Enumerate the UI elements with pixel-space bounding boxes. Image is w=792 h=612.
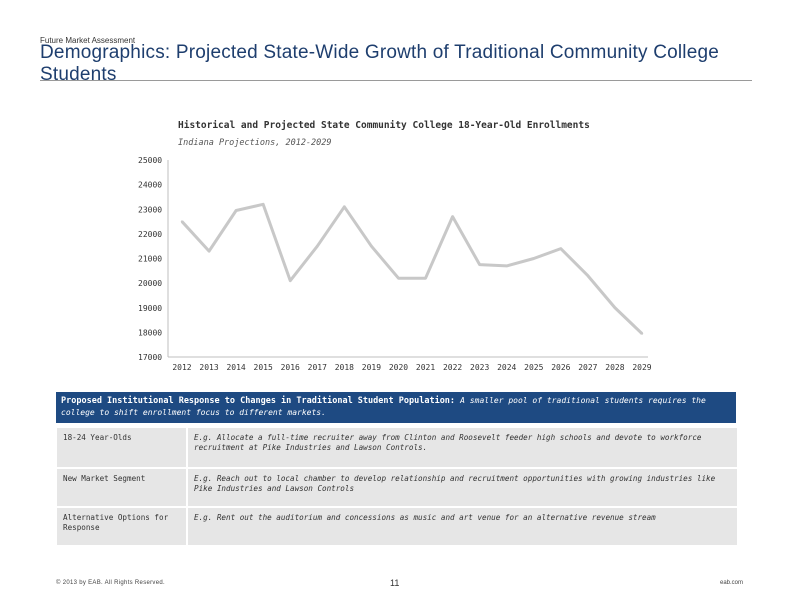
y-tick-label: 17000 xyxy=(138,353,162,362)
enrollment-line-chart: 25000 24000 23000 22000 21000 20000 19000 18000… xyxy=(138,156,652,372)
table-row: Alternative Options for Response E.g. Re… xyxy=(57,508,737,545)
data-point xyxy=(559,247,563,250)
eyebrow-label: Future Market Assessment xyxy=(40,36,136,45)
data-point xyxy=(586,274,590,277)
data-point xyxy=(343,205,346,208)
response-banner: Proposed Institutional Response to Chang… xyxy=(56,392,736,423)
y-tick-label: 18000 xyxy=(138,328,162,337)
y-tick-label: 20000 xyxy=(138,279,162,288)
x-tick-label: 2021 xyxy=(416,363,435,372)
y-tick-label: 22000 xyxy=(138,230,162,239)
x-tick-label: 2020 xyxy=(389,363,408,372)
x-tick-label: 2029 xyxy=(632,363,651,372)
title-divider xyxy=(40,80,752,81)
x-tick-label: 2014 xyxy=(226,363,245,372)
banner-lead: Proposed Institutional Response to Chang… xyxy=(61,396,456,406)
x-tick-label: 2012 xyxy=(172,363,191,372)
response-table: 18-24 Year-Olds E.g. Allocate a full-tim… xyxy=(55,426,739,547)
data-point xyxy=(613,306,617,309)
x-tick-label: 2024 xyxy=(497,363,516,372)
x-tick-label: 2028 xyxy=(605,363,624,372)
y-tick-label: 24000 xyxy=(138,181,162,190)
y-tick-label: 19000 xyxy=(138,304,162,313)
row-text: E.g. Allocate a full-time recruiter away… xyxy=(188,428,737,467)
row-label: 18-24 Year-Olds xyxy=(57,428,186,467)
chart-subtitle: Indiana Projections, 2012-2029 xyxy=(178,138,332,148)
data-point xyxy=(397,277,400,280)
x-tick-label: 2017 xyxy=(308,363,327,372)
row-label: Alternative Options for Response xyxy=(57,508,186,545)
data-point xyxy=(261,203,265,206)
x-tick-label: 2026 xyxy=(551,363,570,372)
series-line xyxy=(180,202,644,335)
x-tick-label: 2016 xyxy=(281,363,300,372)
table-row: New Market Segment E.g. Reach out to loc… xyxy=(57,469,737,506)
row-label: New Market Segment xyxy=(57,469,186,506)
data-point xyxy=(207,249,211,253)
data-point xyxy=(478,263,481,266)
x-tick-label: 2022 xyxy=(443,363,462,372)
row-text: E.g. Rent out the auditorium and concess… xyxy=(188,508,737,545)
data-point xyxy=(234,209,238,212)
y-tick-label: 23000 xyxy=(138,205,162,214)
data-point xyxy=(180,220,184,223)
y-tick-label: 25000 xyxy=(138,156,162,165)
x-tick-label: 2023 xyxy=(470,363,489,372)
data-point xyxy=(424,277,427,280)
copyright-text: © 2013 by EAB. All Rights Reserved. xyxy=(56,580,165,586)
x-tick-label: 2013 xyxy=(199,363,218,372)
data-point xyxy=(289,279,292,282)
x-tick-label: 2018 xyxy=(335,363,354,372)
y-tick-label: 21000 xyxy=(138,255,162,264)
page-title: Demographics: Projected State-Wide Growt… xyxy=(40,42,720,85)
data-point xyxy=(532,257,535,260)
x-tick-label: 2015 xyxy=(254,363,273,372)
site-link[interactable]: eab.com xyxy=(720,580,744,586)
data-point xyxy=(505,264,508,268)
banner-rest: A smaller pool of traditional students r… xyxy=(61,396,706,417)
row-text: E.g. Reach out to local chamber to devel… xyxy=(188,469,737,506)
chart-title: Historical and Projected State Community… xyxy=(178,120,590,131)
x-tick-label: 2025 xyxy=(524,363,543,372)
data-point xyxy=(370,244,373,248)
page-number: 11 xyxy=(390,578,400,588)
data-point xyxy=(640,332,644,335)
data-point xyxy=(316,244,319,248)
table-row: 18-24 Year-Olds E.g. Allocate a full-tim… xyxy=(57,428,737,467)
data-point xyxy=(451,215,454,218)
x-tick-label: 2019 xyxy=(362,363,381,372)
x-tick-label: 2027 xyxy=(578,363,597,372)
